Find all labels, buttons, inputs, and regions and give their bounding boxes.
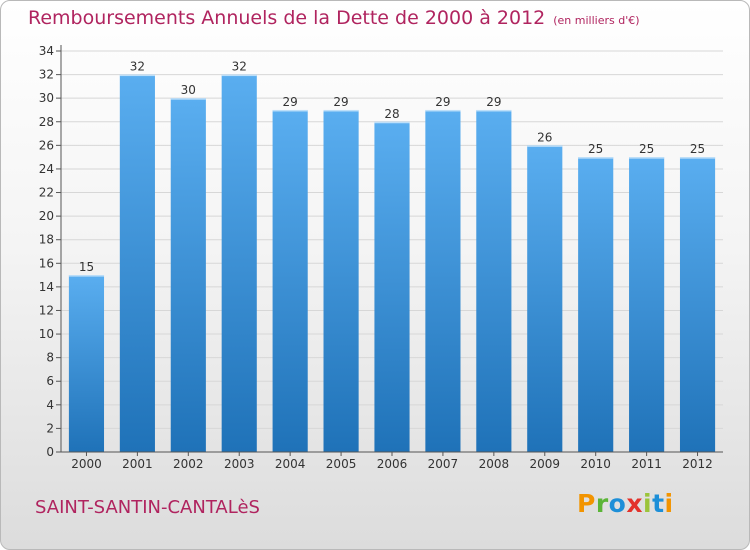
bar-highlight	[221, 74, 257, 77]
bar-value-label: 30	[181, 83, 196, 97]
logo-letter: x	[626, 489, 643, 518]
x-tick-label: 2002	[173, 457, 204, 471]
bar	[323, 109, 359, 453]
bar	[221, 74, 257, 453]
bar	[119, 74, 155, 453]
bar-value-label: 26	[537, 130, 552, 144]
bar-value-label: 32	[130, 60, 145, 74]
proxiti-logo: Proxiti	[577, 489, 674, 518]
bar-value-label: 29	[333, 95, 348, 109]
x-tick-label: 2010	[580, 457, 611, 471]
bar	[629, 157, 665, 452]
y-tick-label: 18	[39, 233, 54, 247]
bar	[527, 145, 563, 452]
y-tick-label: 14	[39, 280, 54, 294]
y-tick-label: 0	[46, 445, 54, 459]
bar-highlight	[679, 157, 716, 159]
bar	[425, 109, 461, 453]
y-tick-label: 34	[39, 44, 54, 58]
y-tick-label: 2	[46, 421, 54, 435]
y-tick-label: 20	[39, 209, 54, 223]
bar-value-label: 29	[283, 95, 298, 109]
chart-title: Remboursements Annuels de la Dette de 20…	[28, 7, 640, 29]
y-tick-label: 16	[39, 256, 54, 270]
y-tick-label: 6	[46, 374, 54, 388]
y-tick-label: 24	[39, 162, 54, 176]
bar-highlight	[272, 109, 308, 112]
bar-highlight	[323, 109, 359, 112]
chart-title-unit: (en milliers d'€)	[553, 14, 640, 27]
chart-title-main: Remboursements Annuels de la Dette de 20…	[28, 7, 546, 29]
bars	[68, 74, 716, 453]
bar-highlight	[476, 109, 512, 112]
bar-value-label: 32	[232, 60, 247, 74]
bar-highlight	[629, 157, 665, 159]
y-tick-label: 4	[46, 398, 54, 412]
axes	[56, 45, 723, 456]
commune-name: SAINT-SANTIN-CANTALèS	[35, 497, 260, 518]
logo-letter: r	[595, 489, 609, 518]
logo-letter: i	[664, 489, 674, 518]
bar-highlight	[527, 145, 563, 147]
bar-value-label: 29	[435, 95, 450, 109]
x-tick-label: 2006	[377, 457, 408, 471]
y-tick-label: 10	[39, 327, 54, 341]
bar-highlight	[119, 74, 155, 77]
y-tick-label: 28	[39, 115, 54, 129]
y-tick-label: 22	[39, 186, 54, 200]
bar	[170, 98, 206, 453]
x-tick-label: 2001	[122, 457, 153, 471]
x-tick-label: 2003	[224, 457, 255, 471]
x-tick-label: 2011	[631, 457, 662, 471]
logo-letter: o	[608, 489, 627, 518]
bar-value-label: 29	[486, 95, 501, 109]
logo-letter: P	[577, 489, 596, 518]
x-tick-label: 2009	[529, 457, 560, 471]
y-tick-label: 26	[39, 138, 54, 152]
labels: 0246810121416182022242628303234152000322…	[39, 44, 713, 471]
x-tick-label: 2007	[428, 457, 459, 471]
bar	[68, 275, 105, 452]
bar	[476, 109, 512, 453]
x-tick-label: 2000	[71, 457, 102, 471]
bar-highlight	[578, 157, 614, 159]
bar-highlight	[425, 109, 461, 112]
bar-value-label: 15	[79, 260, 94, 274]
bar-value-label: 28	[384, 107, 399, 121]
x-tick-label: 2004	[275, 457, 306, 471]
x-tick-label: 2005	[326, 457, 357, 471]
y-tick-label: 12	[39, 303, 54, 317]
bar	[578, 157, 614, 452]
x-tick-label: 2012	[682, 457, 713, 471]
x-tick-label: 2008	[479, 457, 510, 471]
logo-letter: t	[652, 489, 665, 518]
bar	[272, 109, 308, 453]
bar	[374, 121, 410, 452]
bar-highlight	[68, 275, 105, 277]
bar-highlight	[374, 121, 410, 124]
bar-highlight	[170, 98, 206, 100]
logo-letter: i	[643, 489, 653, 518]
bar	[679, 157, 716, 452]
y-tick-label: 32	[39, 68, 54, 82]
y-tick-label: 8	[46, 351, 54, 365]
bar-value-label: 25	[690, 142, 705, 156]
bar-value-label: 25	[588, 142, 603, 156]
bar-value-label: 25	[639, 142, 654, 156]
y-tick-label: 30	[39, 91, 54, 105]
